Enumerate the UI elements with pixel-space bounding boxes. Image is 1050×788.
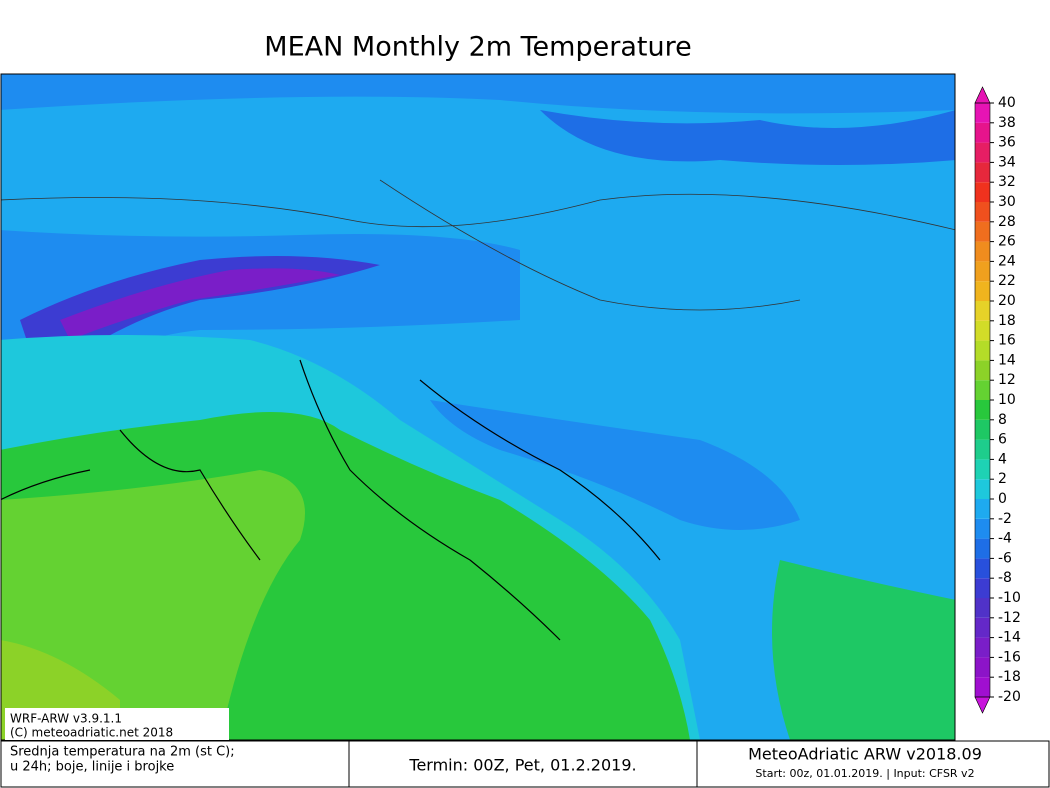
colorbar-segment (975, 380, 990, 400)
model-box (5, 708, 229, 740)
colorbar-segment (975, 261, 990, 282)
colorbar-label: -18 (998, 669, 1021, 685)
colorbar-segment (975, 637, 990, 658)
colorbar: -20-18-16-14-12-10-8-6-4-202468101214161… (974, 86, 1021, 714)
colorbar-segment (975, 459, 990, 480)
colorbar-segment (975, 122, 990, 143)
map-frame (0, 73, 956, 741)
colorbar-label: 8 (998, 412, 1007, 428)
colorbar-segment (975, 419, 990, 440)
brand: MeteoAdriatic ARW v2018.09 (748, 745, 982, 764)
colorbar-label: 14 (998, 352, 1016, 368)
colorbar-label: 28 (998, 214, 1016, 230)
colorbar-label: 24 (998, 253, 1016, 269)
cold-area (430, 400, 800, 530)
colorbar-label: 26 (998, 234, 1016, 250)
description: u 24h; boje, linije i brojke (10, 760, 174, 775)
colorbar-segment (975, 499, 990, 519)
footer-box (696, 740, 1050, 788)
colorbar-label: 10 (998, 392, 1016, 408)
colorbar-low (974, 696, 991, 714)
cold-area (540, 110, 955, 165)
colorbar-label: 40 (998, 95, 1016, 111)
colorbar-segment (975, 677, 990, 697)
colorbar-segment (975, 103, 990, 123)
colorbar-label: 12 (998, 372, 1016, 388)
alps (60, 268, 340, 340)
colorbar-label: 16 (998, 333, 1016, 349)
colorbar-segment (975, 657, 990, 678)
colorbar-segment (975, 360, 990, 381)
model-version: WRF-ARW v3.9.1.1 (10, 712, 122, 726)
colorbar-label: 0 (998, 491, 1007, 507)
colorbar-segment (975, 439, 990, 460)
colorbar-label: 2 (998, 471, 1007, 487)
colorbar-label: 18 (998, 313, 1016, 329)
colorbar-segment (975, 241, 990, 262)
colorbar-label: -4 (998, 531, 1012, 547)
colorbar-label: 30 (998, 194, 1016, 210)
colorbar-segment (975, 340, 990, 361)
colorbar-label: -16 (998, 649, 1021, 665)
colorbar-label: 32 (998, 174, 1016, 190)
colorbar-segment (975, 538, 990, 559)
colorbar-label: 38 (998, 115, 1016, 131)
colorbar-segment (975, 182, 990, 202)
colorbar-segment (975, 617, 990, 638)
colorbar-segment (975, 301, 990, 321)
colorbar-label: -12 (998, 610, 1021, 626)
colorbar-label: -8 (998, 570, 1012, 586)
alps (20, 256, 380, 380)
coastline (299, 359, 661, 641)
title: MEAN Monthly 2m Temperature (264, 32, 691, 63)
copyright: (C) meteoadriatic.net 2018 (10, 726, 173, 740)
colorbar-label: -10 (998, 590, 1021, 606)
colorbar-segment (975, 578, 990, 598)
colorbar-label: 22 (998, 273, 1016, 289)
termin: Termin: 00Z, Pet, 01.2.2019. (408, 756, 636, 775)
colorbar-label: 6 (998, 432, 1007, 448)
colorbar-label: 20 (998, 293, 1016, 309)
colorbar-segment (975, 320, 990, 341)
colorbar-segment (975, 479, 990, 499)
colorbar-label: -2 (998, 511, 1012, 527)
colorbar-label: -20 (998, 689, 1021, 705)
colorbar-high (974, 86, 991, 104)
colorbar-segment (975, 221, 990, 242)
colorbar-label: 4 (998, 451, 1007, 467)
colorbar-segment (975, 162, 990, 183)
colorbar-label: 34 (998, 154, 1016, 170)
colorbar-segment (975, 281, 990, 301)
colorbar-segment (975, 202, 990, 222)
warm-area (772, 560, 955, 740)
colorbar-label: 36 (998, 135, 1016, 151)
map (1, 74, 955, 740)
footer-box (348, 740, 698, 788)
colorbar-segment (975, 518, 990, 539)
colorbar-segment (975, 400, 990, 420)
description: Srednja temperatura na 2m (st C); (10, 745, 235, 760)
cold-area (1, 74, 955, 114)
colorbar-segment (975, 598, 990, 618)
colorbar-label: -14 (998, 630, 1021, 646)
colorbar-segment (975, 142, 990, 163)
colorbar-segment (975, 558, 990, 579)
border (1, 179, 955, 311)
coastline (1, 429, 261, 561)
footer-box (0, 740, 350, 788)
colorbar-label: -6 (998, 550, 1012, 566)
start-info: Start: 00z, 01.01.2019. | Input: CFSR v2 (755, 767, 974, 780)
